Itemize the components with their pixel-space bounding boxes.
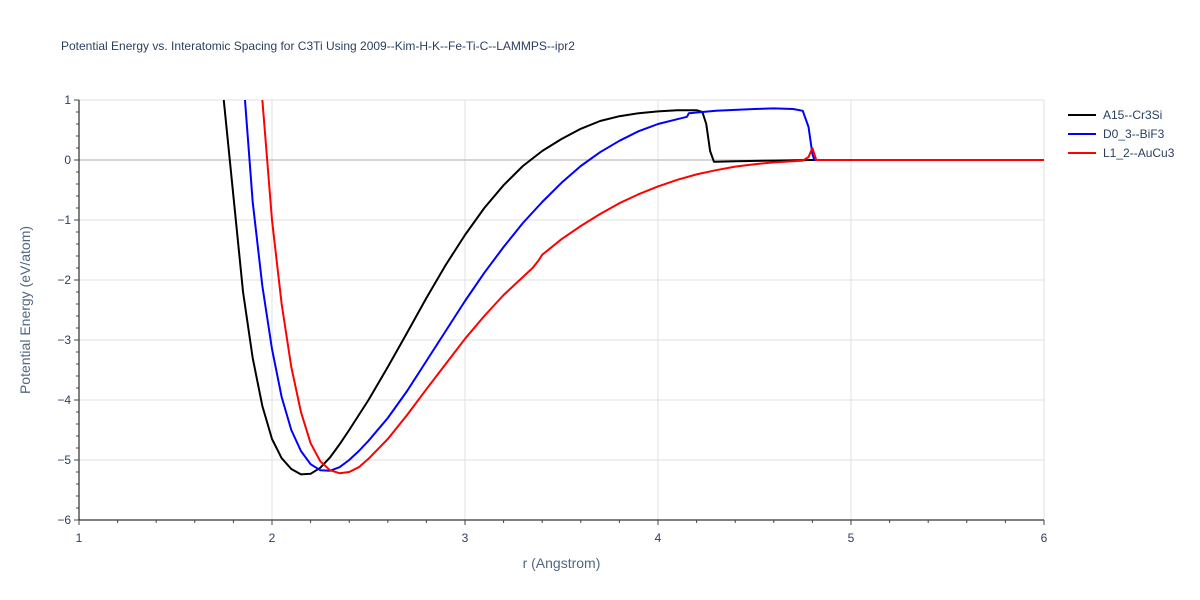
x-tick-label: 2 <box>269 531 276 545</box>
y-tick-label: 1 <box>64 93 71 107</box>
grid <box>79 99 1045 520</box>
series-line-L1_2--AuCu3 <box>261 100 1044 475</box>
chart-title: Potential Energy vs. Interatomic Spacing… <box>61 39 575 53</box>
series-line-D0_3--BiF3 <box>243 100 1044 472</box>
y-tick-label: −4 <box>57 393 71 407</box>
x-tick-label: 3 <box>462 531 469 545</box>
x-tick-label: 1 <box>76 531 83 545</box>
legend-label: A15--Cr3Si <box>1103 108 1162 122</box>
y-tick-label: −2 <box>57 273 71 287</box>
y-tick-label: 0 <box>64 153 71 167</box>
y-tick-label: −5 <box>57 453 71 467</box>
legend-label: L1_2--AuCu3 <box>1103 146 1175 160</box>
y-tick-label: −6 <box>57 513 71 527</box>
x-tick-labels: 1 2 3 4 5 6 <box>76 531 1048 545</box>
y-axis-title: Potential Energy (eV/atom) <box>17 226 33 394</box>
y-tick-label: −3 <box>57 333 71 347</box>
series-line-A15--Cr3Si <box>222 100 1044 476</box>
series-group <box>222 100 1044 476</box>
y-tick-labels: −6 −5 −4 −3 −2 −1 0 1 <box>57 93 71 527</box>
x-tick-label: 4 <box>655 531 662 545</box>
legend: A15--Cr3Si D0_3--BiF3 L1_2--AuCu3 <box>1068 108 1175 160</box>
y-tick-label: −1 <box>57 213 71 227</box>
x-tick-label: 6 <box>1041 531 1048 545</box>
legend-label: D0_3--BiF3 <box>1103 127 1165 141</box>
axes <box>74 99 1045 525</box>
x-axis-title: r (Angstrom) <box>523 555 601 571</box>
x-tick-label: 5 <box>848 531 855 545</box>
